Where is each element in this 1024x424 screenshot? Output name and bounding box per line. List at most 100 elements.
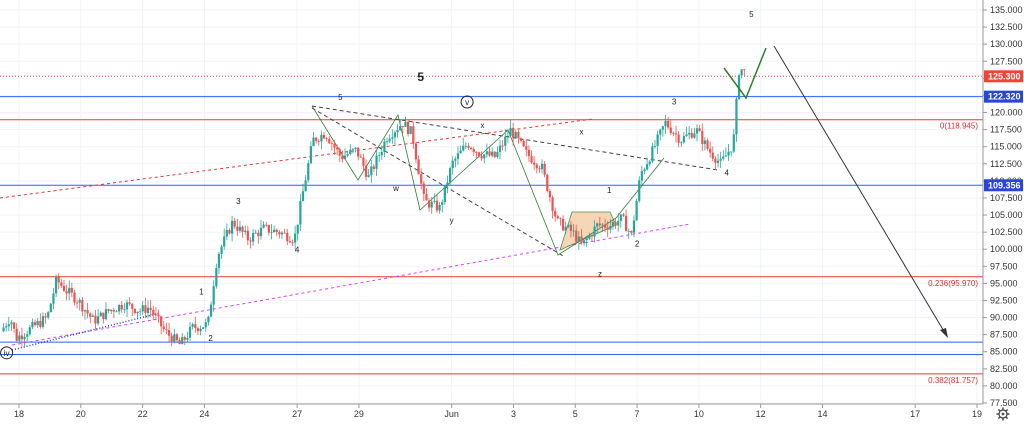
- candle-body: [380, 152, 383, 156]
- pink-dashed-trendline: [11, 223, 691, 346]
- price-tag-label: 109.356: [988, 180, 1021, 190]
- candle-body: [57, 276, 60, 283]
- y-tick-label: 90.000: [990, 313, 1018, 323]
- candle-body: [251, 233, 255, 242]
- candle-body: [632, 220, 636, 233]
- candle-body: [449, 168, 452, 183]
- candle-body: [118, 304, 121, 312]
- candle-body: [31, 322, 34, 328]
- candle-body: [375, 155, 378, 169]
- candle-body: [609, 226, 612, 230]
- candle-body: [716, 160, 720, 163]
- candle-body: [672, 133, 675, 134]
- candle-body: [97, 316, 100, 324]
- candle-body: [522, 140, 525, 147]
- candle-body: [554, 210, 557, 217]
- candle-body: [246, 230, 249, 241]
- candle-body: [638, 180, 641, 201]
- candle-body: [588, 235, 591, 239]
- candle-body: [378, 155, 381, 156]
- candle-body: [328, 138, 331, 144]
- y-tick-label: 92.500: [990, 295, 1018, 305]
- candle-body: [548, 191, 552, 198]
- horizontal-levels-layer: 0(118.945) 0.236(95.970) 0.382(81.757): [0, 75, 983, 385]
- candle-body: [664, 120, 667, 127]
- candle-body: [438, 204, 441, 211]
- candle-body: [10, 322, 13, 325]
- candle-body: [225, 229, 228, 237]
- red-dashed-trendline: [0, 118, 594, 199]
- candle-body: [682, 136, 685, 143]
- price-tag: [984, 70, 1023, 83]
- candle-body: [451, 160, 454, 169]
- candle-body: [614, 222, 617, 226]
- candle-body: [178, 340, 181, 345]
- candle-body: [183, 337, 186, 340]
- candle-body: [501, 145, 504, 147]
- candle-body: [517, 131, 520, 139]
- candle-body: [677, 134, 680, 143]
- candle-body: [506, 135, 509, 137]
- candle-body: [483, 154, 486, 159]
- settings-gear-icon[interactable]: [996, 407, 1010, 421]
- candle-body: [215, 268, 218, 287]
- candle-body: [735, 98, 738, 135]
- candle-body: [146, 307, 150, 313]
- x-tick-label: 12: [756, 409, 766, 419]
- candle-body: [485, 151, 488, 155]
- candle-body: [480, 156, 483, 159]
- candle-body: [488, 151, 491, 156]
- candle-body: [593, 226, 596, 237]
- candle-body: [307, 163, 310, 181]
- candle-body: [551, 197, 554, 211]
- candle-body: [527, 149, 531, 157]
- candle-body: [459, 150, 462, 154]
- candle-body: [443, 184, 446, 203]
- candle-body: [709, 148, 712, 153]
- candle-body: [598, 223, 601, 226]
- price-tag-label: 122.320: [988, 92, 1021, 102]
- candle-body: [131, 303, 134, 309]
- candle-body: [320, 134, 323, 142]
- candle-body: [354, 147, 357, 150]
- candle-body: [75, 302, 79, 304]
- x-tick-label: 22: [138, 409, 148, 419]
- x-tick-label: 20: [76, 409, 86, 419]
- candle-body: [391, 137, 394, 139]
- candle-body: [388, 138, 391, 142]
- candle-body: [420, 174, 423, 184]
- candle-body: [359, 156, 362, 158]
- candle-body: [2, 327, 5, 332]
- candle-body: [204, 322, 207, 328]
- candle-body: [412, 126, 415, 144]
- candle-body: [330, 143, 333, 145]
- candle-body: [81, 299, 84, 312]
- candle-body: [309, 146, 312, 164]
- candle-body: [141, 305, 144, 312]
- candle-body: [504, 136, 507, 146]
- candle-body: [65, 291, 68, 294]
- candle-body: [577, 236, 580, 242]
- candle-body: [20, 335, 24, 340]
- candle-body: [538, 168, 541, 170]
- candle-body: [446, 182, 449, 185]
- candle-body: [133, 308, 136, 314]
- candle-body: [690, 132, 693, 138]
- candle-body: [325, 138, 328, 140]
- candle-body: [39, 320, 42, 327]
- candle-body: [399, 126, 402, 131]
- y-tick-label: 87.500: [990, 330, 1018, 340]
- x-tick-label: 5: [573, 409, 578, 419]
- candle-body: [493, 151, 496, 157]
- candle-body: [367, 175, 370, 177]
- candle-body: [540, 163, 544, 170]
- y-tick-label: 117.500: [990, 125, 1022, 135]
- candle-body: [346, 153, 349, 156]
- candle-body: [107, 309, 110, 312]
- wave-labels-layer: iv 1 2 3 4 5 5 v w x y x z 1 2 3 4 5: [0, 10, 754, 360]
- wave-label: v: [465, 98, 469, 107]
- candle-body: [622, 214, 625, 216]
- candle-body: [430, 201, 433, 208]
- price-tags-layer: 125.300 122.320 109.356: [984, 70, 1023, 192]
- candle-body: [727, 151, 730, 156]
